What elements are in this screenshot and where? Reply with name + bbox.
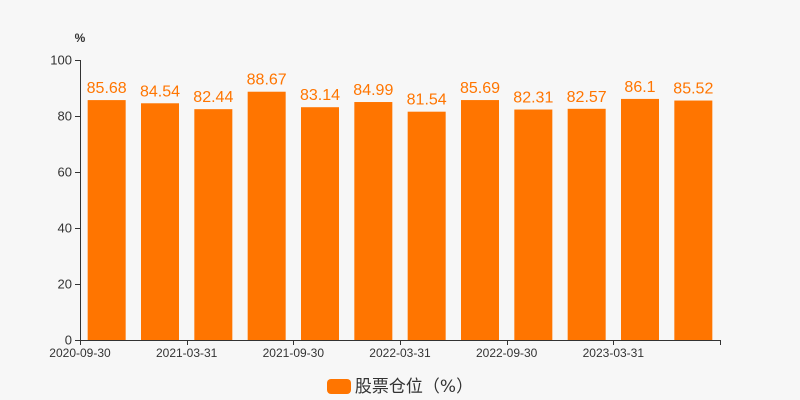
bar[interactable] <box>514 109 553 340</box>
y-axis-unit: % <box>75 31 86 45</box>
y-tick-label: 40 <box>58 221 72 236</box>
bar-value-label: 84.99 <box>353 82 393 99</box>
bar[interactable] <box>461 100 499 341</box>
x-tick-label: 2022-09-30 <box>476 346 538 360</box>
bar-value-label: 88.67 <box>247 72 287 89</box>
bar-value-label: 85.52 <box>673 81 713 98</box>
bar-chart: % 0 20 40 60 80 100 2020-09-30 2021-03-31 2021-09… <box>49 31 721 360</box>
x-tick-label: 2021-03-31 <box>156 346 218 360</box>
y-tick-label: 0 <box>65 333 72 348</box>
legend-swatch <box>326 379 351 394</box>
x-tick-label: 2020-09-30 <box>49 346 111 360</box>
bar-value-label: 82.31 <box>513 90 553 107</box>
bar[interactable] <box>301 107 339 340</box>
bar[interactable] <box>407 111 446 340</box>
y-tick-label: 20 <box>58 277 72 292</box>
bar[interactable] <box>567 108 606 340</box>
legend-item[interactable]: 股票仓位（%） <box>0 372 800 397</box>
bar[interactable] <box>87 100 126 340</box>
bar-value-label: 81.54 <box>407 92 447 109</box>
legend-label: 股票仓位（%） <box>354 377 474 397</box>
x-tick-label: 2023-03-31 <box>583 346 645 360</box>
x-tick-label: 2022-03-31 <box>369 346 431 360</box>
bar[interactable] <box>674 100 713 340</box>
x-tick-label: 2021-09-30 <box>263 346 325 360</box>
bar-value-label: 83.14 <box>300 87 340 104</box>
bar-value-label: 85.68 <box>87 80 127 97</box>
bar[interactable] <box>141 103 179 341</box>
bar[interactable] <box>247 91 286 340</box>
y-tick-label: 60 <box>58 165 72 180</box>
bar-value-label: 84.54 <box>140 83 180 100</box>
bar[interactable] <box>621 98 659 340</box>
bar-value-label: 82.44 <box>193 89 233 106</box>
bar[interactable] <box>354 102 393 340</box>
bar-value-label: 82.57 <box>567 89 607 106</box>
bar-value-label: 85.69 <box>460 80 500 97</box>
bar[interactable] <box>194 109 233 340</box>
y-tick-label: 100 <box>50 53 72 68</box>
bar-value-label: 86.1 <box>624 79 655 96</box>
y-tick-label: 80 <box>58 109 72 124</box>
